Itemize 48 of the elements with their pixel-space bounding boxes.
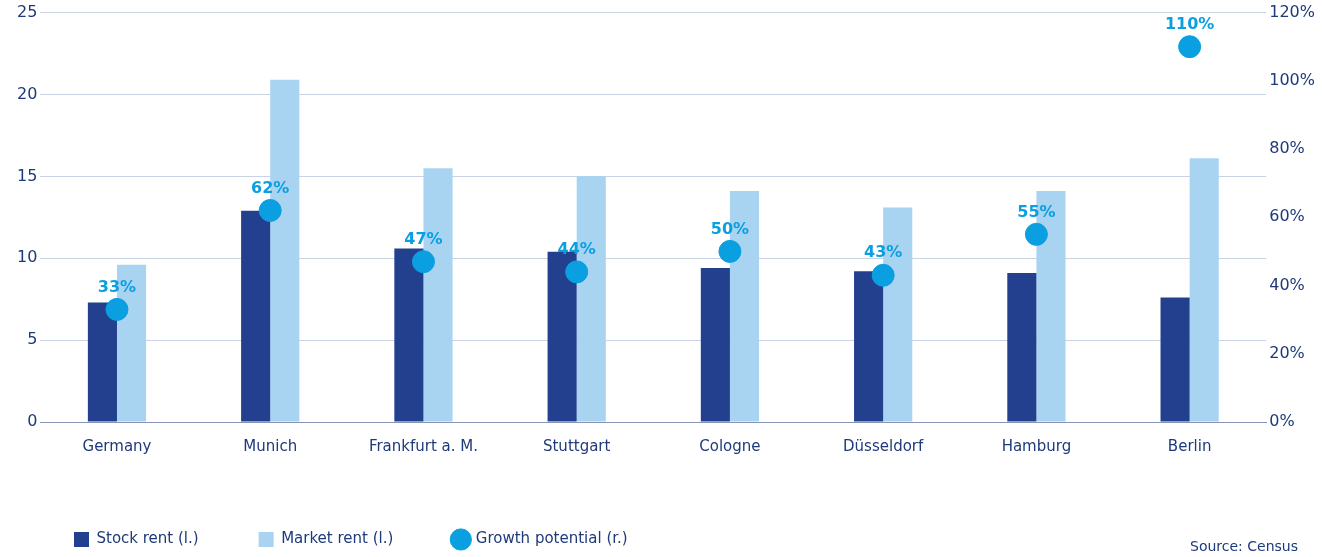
point — [718, 239, 742, 263]
bar — [1160, 297, 1190, 422]
bar — [1007, 272, 1037, 422]
bar — [700, 268, 730, 422]
bar — [87, 302, 117, 422]
data-label: 44% — [557, 239, 596, 259]
data-label: 33% — [97, 276, 137, 296]
x-tick-label: Frankfurt a. M. — [368, 436, 479, 455]
y2-tick-label: 40% — [1269, 274, 1305, 294]
y-tick-label: 10 — [17, 247, 38, 267]
y2-tick-label: 100% — [1269, 69, 1316, 89]
y-tick-label: 20 — [17, 83, 38, 103]
x-tick-label: Cologne — [699, 436, 761, 455]
x-tick-label: Hamburg — [1001, 436, 1072, 455]
data-label: 47% — [404, 228, 443, 248]
x-tick-label: Germany — [82, 436, 152, 455]
bar — [241, 210, 271, 422]
y2-tick-label: 20% — [1269, 342, 1305, 362]
x-tick-label: Düsseldorf — [843, 436, 924, 455]
data-label: 62% — [251, 177, 290, 197]
y-tick-label: 25 — [17, 1, 38, 21]
data-label: 55% — [1017, 201, 1056, 221]
y2-tick-label: 0% — [1269, 411, 1295, 431]
bar — [1189, 158, 1219, 422]
y-tick-label: 5 — [27, 329, 38, 349]
legend-label: Growth potential (r.) — [475, 529, 628, 548]
point — [565, 260, 589, 284]
y2-tick-label: 80% — [1269, 138, 1305, 158]
bar — [854, 271, 884, 422]
y-tick-label: 15 — [17, 165, 38, 185]
x-tick-label: Munich — [243, 436, 298, 455]
data-label: 43% — [864, 242, 903, 262]
y-tick-label: 0 — [27, 411, 38, 431]
point — [411, 250, 435, 274]
y2-tick-label: 120% — [1269, 1, 1316, 21]
point — [1178, 35, 1202, 59]
y2-tick-label: 60% — [1269, 206, 1305, 226]
legend-label: Market rent (l.) — [281, 529, 394, 548]
point — [258, 198, 282, 222]
source-note: Source: Census — [1190, 538, 1298, 554]
data-label: 110% — [1164, 13, 1215, 33]
bar — [394, 248, 424, 422]
x-tick-label: Berlin — [1167, 436, 1212, 455]
legend-label: Stock rent (l.) — [96, 529, 199, 548]
x-tick-label: Stuttgart — [542, 436, 611, 455]
point — [1024, 222, 1048, 246]
point — [871, 263, 895, 287]
point — [105, 297, 129, 321]
